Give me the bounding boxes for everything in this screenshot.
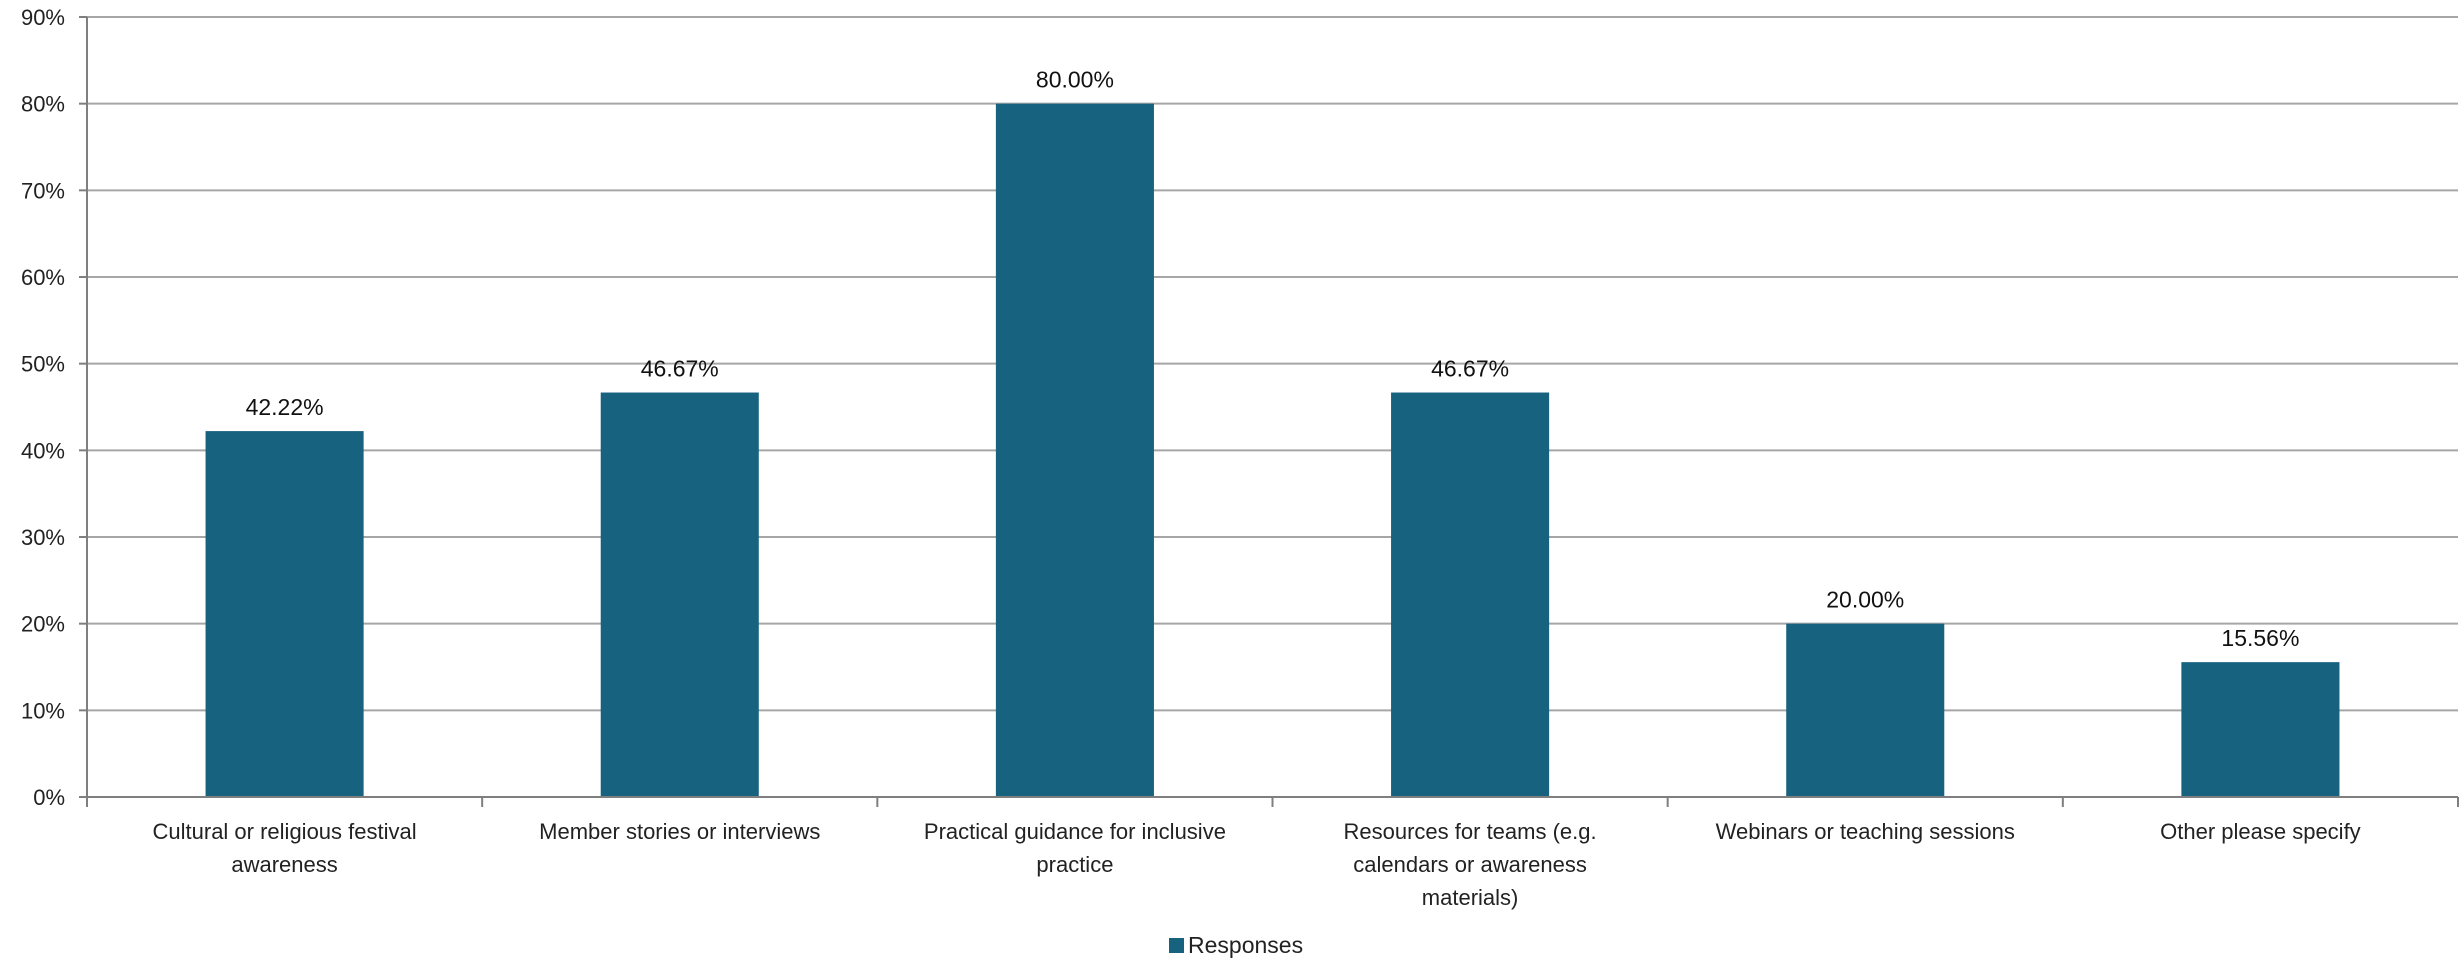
x-tick-label: Resources for teams (e.g. calendars or aw… [1344, 819, 1597, 910]
gridlines [87, 16, 2458, 712]
x-tick-label-line: Resources for teams (e.g. [1344, 819, 1597, 844]
x-tick-label-line: Member stories or interviews [539, 819, 820, 844]
data-label: 20.00% [1826, 587, 1904, 613]
legend: Responses [1169, 932, 1303, 958]
y-tick-label: 10% [21, 698, 65, 723]
x-tick-label: Webinars or teaching sessions [1716, 819, 2015, 844]
data-labels: 42.22% 46.67% 80.00% 46.67% 20.00% 15.56% [246, 67, 2300, 651]
bar [1391, 392, 1550, 797]
y-tick-label: 20% [21, 612, 65, 637]
y-tick-label: 60% [21, 265, 65, 290]
x-tick-label-line: materials) [1422, 885, 1519, 910]
x-tick-label-line: calendars or awareness [1353, 852, 1587, 877]
x-tick-label: Member stories or interviews [539, 819, 820, 844]
legend-label: Responses [1188, 932, 1303, 958]
x-tick-label: Practical guidance for inclusive practice [924, 819, 1226, 877]
x-tick-label: Cultural or religious festival awareness [153, 819, 417, 877]
y-tick-label: 80% [21, 92, 65, 117]
data-label: 15.56% [2221, 625, 2299, 651]
bar [995, 103, 1154, 797]
bar [2181, 662, 2340, 797]
y-tick-label: 0% [33, 785, 65, 810]
bar [205, 431, 364, 797]
y-tick-label: 40% [21, 438, 65, 463]
data-label: 42.22% [246, 394, 324, 420]
data-label: 80.00% [1036, 67, 1114, 93]
y-tick-label: 90% [21, 5, 65, 30]
y-tick-labels: 0% 10% 20% 30% 40% 50% 60% 70% 80% 90% [21, 5, 65, 810]
data-label: 46.67% [641, 356, 719, 382]
y-tick-label: 70% [21, 178, 65, 203]
bars [205, 103, 2340, 797]
legend-swatch [1169, 938, 1184, 953]
bar [600, 392, 759, 797]
x-tick-label: Other please specify [2160, 819, 2361, 844]
x-tick-label-line: Other please specify [2160, 819, 2361, 844]
x-tick-label-line: awareness [231, 852, 337, 877]
y-tick-label: 50% [21, 352, 65, 377]
x-tick-label-line: practice [1036, 852, 1113, 877]
data-label: 46.67% [1431, 356, 1509, 382]
x-tick-label-line: Webinars or teaching sessions [1716, 819, 2015, 844]
axes [79, 16, 2459, 807]
x-tick-labels: Cultural or religious festival awareness M… [153, 819, 2361, 910]
y-tick-label: 30% [21, 525, 65, 550]
x-tick-label-line: Cultural or religious festival [153, 819, 417, 844]
bar [1786, 623, 1945, 797]
x-tick-label-line: Practical guidance for inclusive [924, 819, 1226, 844]
